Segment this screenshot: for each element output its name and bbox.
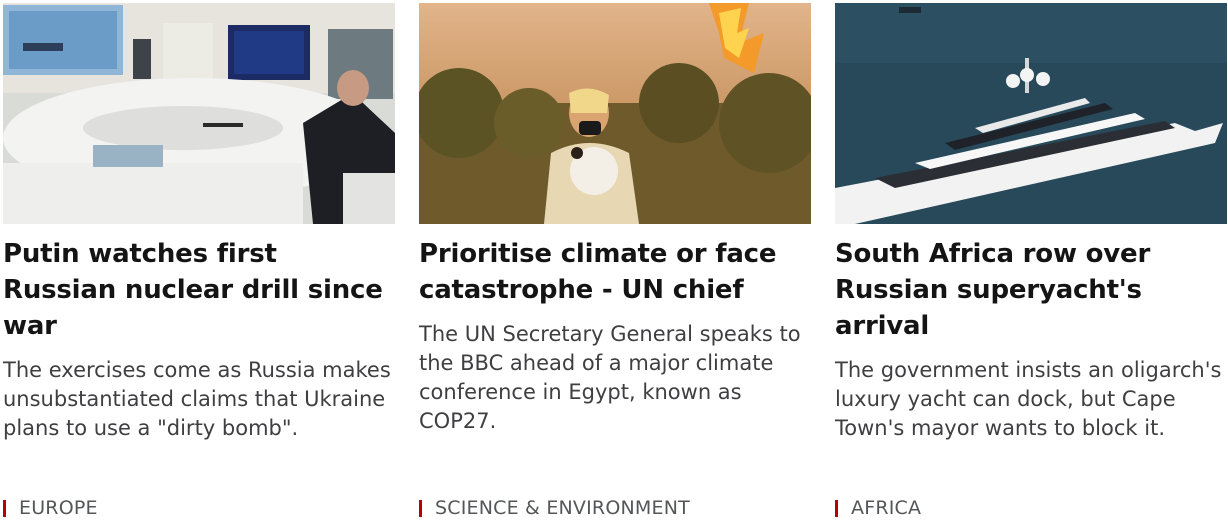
story-card: South Africa row over Russian superyacht… (835, 3, 1227, 529)
section-tag[interactable]: EUROPE (3, 497, 98, 519)
story-summary: The exercises come as Russia makes unsub… (3, 358, 391, 440)
story-card: Prioritise climate or face catastrophe -… (419, 3, 811, 529)
section-tag-bar (835, 499, 838, 517)
section-tag[interactable]: AFRICA (835, 497, 921, 519)
story-card: Putin watches first Russian nuclear dril… (3, 3, 395, 529)
section-tag-bar (419, 499, 422, 517)
section-tag-label[interactable]: EUROPE (19, 497, 98, 519)
section-tag-bar (3, 499, 6, 517)
story-image[interactable] (419, 3, 811, 224)
story-headline[interactable]: South Africa row over Russian superyacht… (835, 239, 1151, 341)
section-tag-label[interactable]: AFRICA (851, 497, 922, 519)
story-summary: The government insists an oligarch's lux… (835, 358, 1222, 440)
story-image[interactable] (835, 3, 1227, 224)
section-tag[interactable]: SCIENCE & ENVIRONMENT (419, 497, 690, 519)
story-summary: The UN Secretary General speaks to the B… (419, 322, 801, 433)
section-tag-label[interactable]: SCIENCE & ENVIRONMENT (435, 497, 690, 519)
story-image[interactable] (3, 3, 395, 224)
story-headline[interactable]: Putin watches first Russian nuclear dril… (3, 239, 383, 341)
story-headline[interactable]: Prioritise climate or face catastrophe -… (419, 239, 777, 305)
